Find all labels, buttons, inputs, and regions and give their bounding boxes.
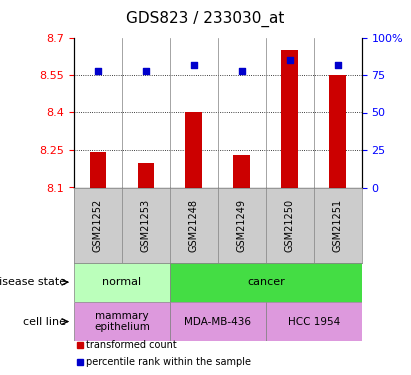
Text: GSM21253: GSM21253 bbox=[141, 198, 151, 252]
Bar bbox=[233, 155, 250, 188]
Point bbox=[286, 57, 293, 63]
Point bbox=[143, 68, 149, 74]
Text: GSM21252: GSM21252 bbox=[93, 198, 103, 252]
Bar bbox=[74, 302, 170, 341]
Point bbox=[335, 62, 341, 68]
Text: cancer: cancer bbox=[247, 277, 285, 287]
Bar bbox=[170, 262, 362, 302]
Bar bbox=[74, 262, 170, 302]
Bar bbox=[170, 302, 266, 341]
Text: disease state: disease state bbox=[0, 277, 66, 287]
Text: normal: normal bbox=[102, 277, 141, 287]
Bar bbox=[329, 75, 346, 188]
Text: GSM21248: GSM21248 bbox=[189, 198, 199, 252]
Text: percentile rank within the sample: percentile rank within the sample bbox=[86, 357, 251, 367]
Bar bbox=[185, 112, 202, 188]
Text: HCC 1954: HCC 1954 bbox=[288, 316, 340, 327]
Point bbox=[238, 68, 245, 74]
Bar bbox=[90, 153, 106, 188]
Text: mammary
epithelium: mammary epithelium bbox=[94, 311, 150, 332]
Bar bbox=[282, 50, 298, 188]
Text: GDS823 / 233030_at: GDS823 / 233030_at bbox=[126, 11, 285, 27]
Bar bbox=[138, 162, 154, 188]
Text: GSM21250: GSM21250 bbox=[285, 198, 295, 252]
Text: GSM21249: GSM21249 bbox=[237, 198, 247, 252]
Text: GSM21251: GSM21251 bbox=[333, 198, 343, 252]
Point bbox=[95, 68, 101, 74]
Point bbox=[191, 62, 197, 68]
Text: MDA-MB-436: MDA-MB-436 bbox=[184, 316, 252, 327]
Text: cell line: cell line bbox=[23, 316, 66, 327]
Bar bbox=[266, 302, 362, 341]
Text: transformed count: transformed count bbox=[86, 340, 177, 350]
